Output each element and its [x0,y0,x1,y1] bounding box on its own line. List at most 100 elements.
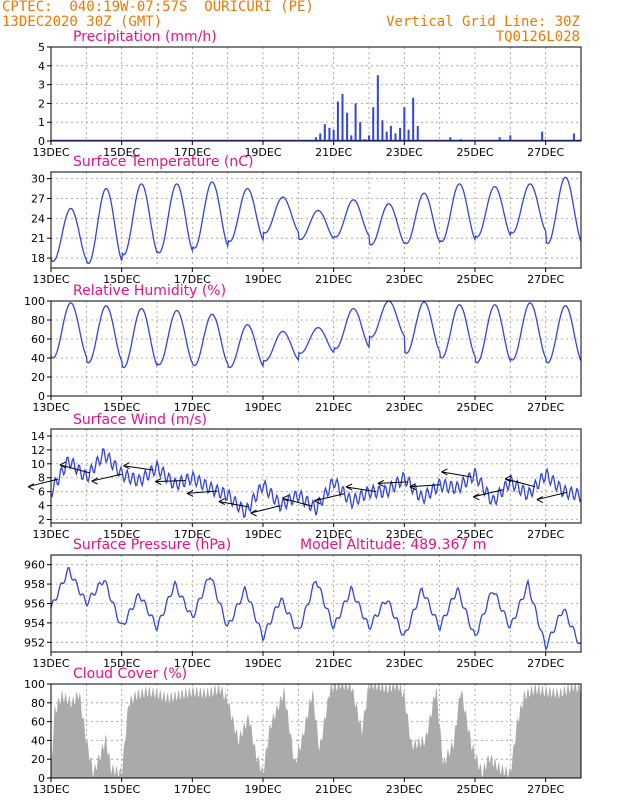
precip-ytick-label: 0 [38,135,45,148]
pres-xtick-label: 25DEC [456,657,493,670]
precip-bar [498,137,501,141]
wind-xtick-label: 19DEC [244,528,281,541]
pres-title: Surface Pressure (hPa) [73,537,231,553]
rh-xtick-label: 21DEC [315,401,352,414]
cloud-xtick-label: 13DEC [32,783,69,796]
pres-annotation: Model Altitude: 489.367 m [300,537,486,553]
cloud-area [51,684,581,778]
wind-arrow [250,505,281,514]
wind-arrowhead [59,461,67,469]
wind-arrowhead [91,477,98,485]
precip-bar [319,133,322,141]
cloud-frame [50,683,582,779]
temp-xtick-label: 17DEC [174,273,211,286]
precip-bar [399,127,402,141]
precip-bar [376,75,379,141]
wind-arrowhead [27,483,35,491]
wind-title: Surface Wind (m/s) [73,412,207,428]
pres-xtick-label: 15DEC [103,657,140,670]
wind-arrowhead [441,468,448,476]
cloud-ytick-label: 60 [31,716,45,729]
wind-arrowhead [504,475,512,483]
wind-arrow [59,464,90,474]
temp-xtick-label: 19DEC [244,273,281,286]
precip-bar [315,137,317,141]
pres-ytick-label: 954 [24,617,45,630]
cloud-xtick-label: 23DEC [386,783,423,796]
wind-ytick-label: 10 [31,458,45,471]
cloud-ytick-label: 40 [31,734,45,747]
rh-ytick-label: 40 [31,352,45,365]
wind-xtick-label: 21DEC [315,528,352,541]
wind-arrow [377,481,408,484]
temp-xtick-label: 27DEC [527,273,564,286]
rh-ytick-label: 60 [31,333,45,346]
wind-arrow [218,501,249,508]
wind-ytick-label: 14 [31,430,45,443]
precip-ytick-label: 3 [38,79,45,92]
wind-arrow [282,497,313,507]
wind-xtick-label: 15DEC [103,528,140,541]
precip-xtick-label: 13DEC [32,146,69,159]
temp-xtick-label: 21DEC [315,273,352,286]
precip-bar [416,125,419,141]
wind-arrowhead [536,496,544,504]
precip-xtick-label: 23DEC [386,146,423,159]
rh-ytick-label: 0 [38,390,45,403]
pres-xtick-label: 21DEC [315,657,352,670]
precip-title: Precipitation (mm/h) [73,29,217,45]
precip-bar [509,135,512,141]
cloud-ytick-label: 80 [31,697,45,710]
precip-bar [350,135,353,141]
precip-bar [394,133,397,141]
precip-bar [346,112,349,141]
rh-xtick-label: 19DEC [244,401,281,414]
precip-bar [407,129,410,141]
rh-title: Relative Humidity (%) [73,283,226,299]
precip-bar [541,131,544,141]
precip-bar [412,97,415,141]
wind-arrow [504,478,536,488]
temp-ytick-label: 24 [31,212,45,225]
wind-xtick-label: 27DEC [527,528,564,541]
temp-xtick-label: 25DEC [456,273,493,286]
precip-ytick-label: 1 [38,116,45,129]
pres-series-line [50,566,582,652]
precip-bar [372,107,375,141]
pres-ytick-label: 952 [24,636,45,649]
wind-arrowhead [155,478,162,486]
pres-xtick-label: 17DEC [174,657,211,670]
wind-ytick-label: 8 [38,472,45,485]
wind-arrowhead [473,493,480,501]
temp-title: Surface Temperature (nC) [73,154,254,170]
temp-series-line [50,176,582,265]
pres-xtick-label: 27DEC [527,657,564,670]
wind-frame [50,428,582,524]
wind-arrow [345,486,377,493]
wind-xtick-label: 17DEC [174,528,211,541]
wind-arrowhead [186,489,194,497]
precip-bar [449,137,452,141]
precip-bar [389,125,392,141]
wind-arrow [409,484,440,488]
wind-ytick-label: 6 [38,486,45,499]
temp-xtick-label: 13DEC [32,273,69,286]
temp-xtick-label: 15DEC [103,273,140,286]
temp-frame [50,171,582,269]
precip-xtick-label: 21DEC [315,146,352,159]
rh-xtick-label: 13DEC [32,401,69,414]
pres-xtick-label: 19DEC [244,657,281,670]
precip-bar [368,135,370,141]
precip-bar [354,103,357,141]
pres-xtick-label: 23DEC [386,657,423,670]
rh-xtick-label: 23DEC [386,401,423,414]
wind-arrow [27,478,59,488]
cloud-ytick-label: 0 [38,772,45,785]
precip-bar [359,122,362,141]
station-title: CPTEC: 040:19W-07:57S OURICURI (PE) [2,0,314,15]
rh-frame [50,300,582,397]
temp-ytick-label: 27 [31,192,45,205]
cloud-title: Cloud Cover (%) [73,666,187,682]
wind-arrowhead [282,494,289,502]
